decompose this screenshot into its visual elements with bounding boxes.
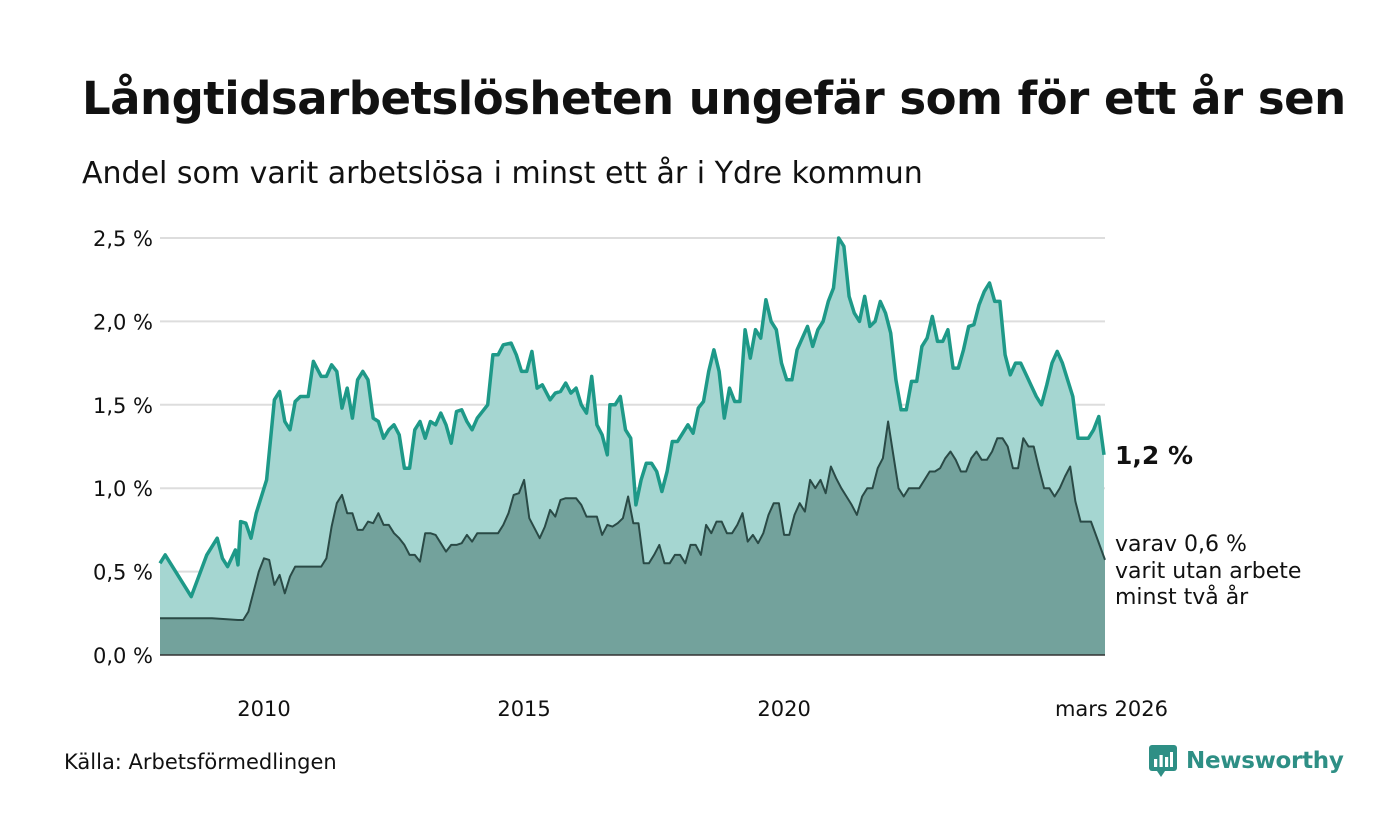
end-label-main: 1,2 % — [1115, 441, 1193, 470]
y-tick-label: 2,5 % — [93, 227, 153, 251]
end-label-sub: varav 0,6 % — [1115, 532, 1247, 557]
series-line-min-ett-ar — [158, 236, 1106, 599]
x-tick-label: mars 2026 — [1055, 697, 1168, 721]
y-tick-label: 0,0 % — [93, 644, 153, 668]
end-label-sub: varit utan arbete — [1115, 559, 1301, 584]
y-tick-label: 1,0 % — [93, 477, 153, 501]
y-tick-label: 1,5 % — [93, 394, 153, 418]
y-tick-label: 2,0 % — [93, 310, 153, 334]
series-line-min-tva-ar — [160, 420, 1106, 621]
chart-title: Långtidsarbetslösheten ungefär som för e… — [82, 72, 1346, 125]
x-tick-label: 2015 — [497, 697, 550, 721]
newsworthy-logo-icon — [1149, 745, 1177, 777]
source-note: Källa: Arbetsförmedlingen — [64, 750, 337, 774]
end-label-sub: minst två år — [1115, 584, 1249, 610]
brand-logo: Newsworthy — [1148, 744, 1344, 778]
y-tick-label: 0,5 % — [93, 561, 153, 585]
x-tick-label: 2020 — [757, 697, 810, 721]
series-area-min-tva-ar — [160, 421, 1105, 655]
x-tick-label: 2010 — [237, 697, 290, 721]
brand-name: Newsworthy — [1186, 748, 1344, 774]
chart-subtitle: Andel som varit arbetslösa i minst ett å… — [82, 156, 923, 191]
